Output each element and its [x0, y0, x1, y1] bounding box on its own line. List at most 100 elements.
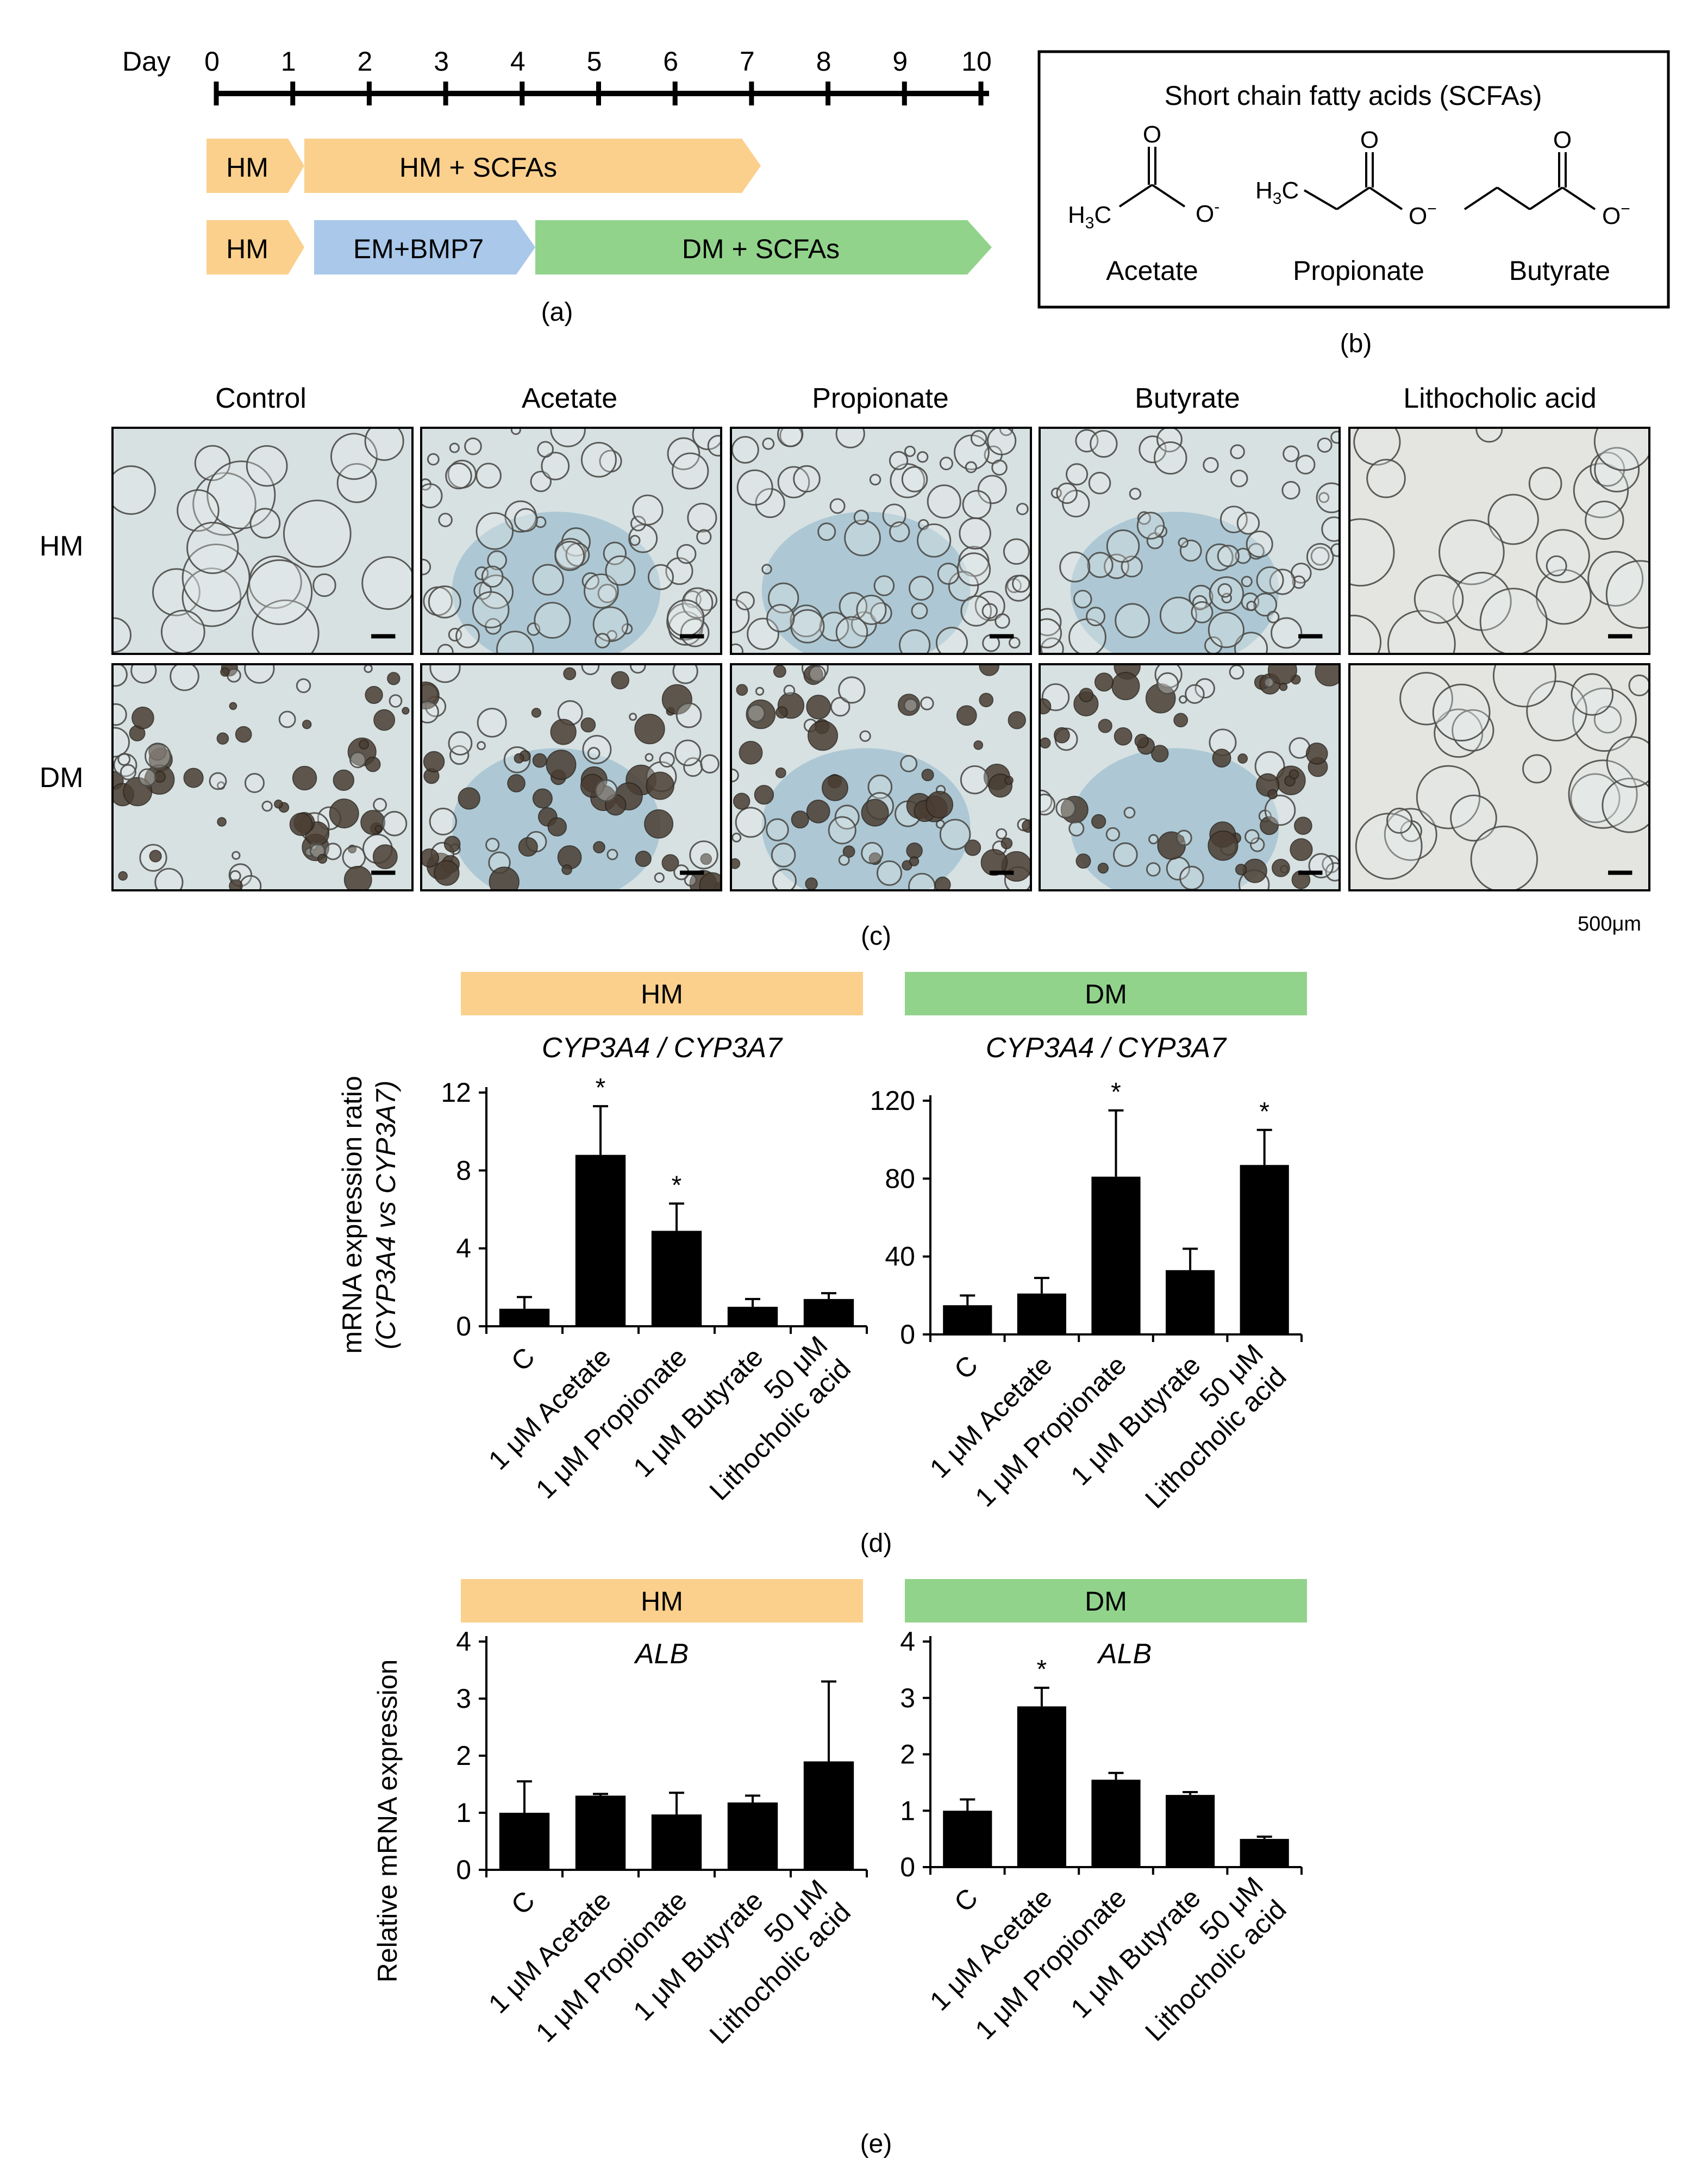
propionate-o-top: O: [1360, 127, 1379, 153]
em-bmp7-label: EM+BMP7: [353, 234, 484, 264]
ylabel-d-line1: mRNA expression ratio: [337, 1076, 367, 1353]
y-tick-label: 4: [456, 1233, 471, 1264]
day-tick-label: 4: [510, 46, 526, 77]
micrograph-tile: [111, 427, 414, 655]
ylabel-d-line2: (CYP3A4 vs CYP3A7): [371, 1081, 401, 1350]
butyrate-o-minus: O−: [1602, 200, 1630, 229]
bar: [499, 1813, 550, 1870]
bar: [1240, 1165, 1289, 1334]
day-tick-label: 7: [740, 46, 755, 77]
y-tick-label: 4: [456, 1626, 471, 1657]
hm-arrow-row1: [207, 139, 304, 193]
acetate-h3c: H3C: [1068, 202, 1111, 232]
day-label: Day: [122, 46, 171, 77]
micrograph-tile: [420, 427, 722, 655]
day-tick-label: 1: [281, 46, 296, 77]
y-tick-label: 120: [870, 1085, 915, 1116]
day-tick-label: 3: [434, 46, 449, 77]
col-label-lithocholic: Lithocholic acid: [1403, 383, 1597, 414]
gene-title-e-hm: ALB: [634, 1638, 689, 1670]
day-tick-label: 6: [663, 46, 678, 77]
bar: [1017, 1706, 1066, 1867]
micrograph-tile: [730, 663, 1032, 891]
y-tick-label: 3: [456, 1683, 471, 1714]
hm-label-row1: HM: [226, 152, 268, 183]
header-hm-d: [461, 972, 863, 1015]
header-hm-d-label: HM: [641, 979, 683, 1009]
significance-star: *: [1259, 1097, 1269, 1126]
day-tick-label: 10: [961, 46, 992, 77]
header-dm-d-label: DM: [1085, 979, 1127, 1009]
y-tick-label: 0: [900, 1319, 915, 1350]
gene-title-e-dm: ALB: [1097, 1638, 1152, 1670]
scale-bar-label: 500μm: [1578, 913, 1641, 935]
acetate-label: Acetate: [1106, 255, 1198, 286]
header-hm-e-label: HM: [641, 1586, 683, 1617]
bar: [727, 1307, 778, 1326]
panel-a-timeline: Day 0 1 2 3 4 5 6 7 8 9 10 HM HM + SCFAs HM EM+BMP…: [122, 46, 992, 327]
micrograph-tile: [730, 427, 1032, 655]
day-tick-label: 8: [816, 46, 831, 77]
bar: [943, 1811, 992, 1867]
col-label-acetate: Acetate: [522, 383, 617, 414]
significance-star: *: [1111, 1078, 1121, 1107]
bar: [651, 1814, 702, 1870]
day-tick-label: 5: [587, 46, 602, 77]
micrograph-tile: [420, 663, 722, 891]
panel-b-structures: Short chain fatty acids (SCFAs) H3C O O-…: [1037, 50, 1670, 358]
y-tick-label: 1: [456, 1798, 471, 1828]
bar: [1166, 1795, 1215, 1867]
row-label-dm: DM: [40, 762, 84, 794]
category-label: C: [948, 1882, 984, 1918]
bar: [1091, 1780, 1141, 1867]
panel-b-box: [1037, 50, 1670, 309]
panel-b-caption: (b): [1340, 329, 1372, 358]
bar: [575, 1155, 626, 1326]
header-hm-e: [461, 1579, 863, 1623]
category-label: C: [505, 1885, 541, 1920]
hm-label-row2: HM: [226, 234, 268, 264]
bar: [1091, 1176, 1141, 1334]
y-tick-label: 80: [885, 1163, 915, 1194]
category-label: C: [505, 1341, 541, 1377]
panel-e-caption: (e): [860, 2130, 892, 2158]
acetate-o-minus: O-: [1196, 198, 1219, 227]
col-label-propionate: Propionate: [812, 383, 949, 414]
bar: [499, 1308, 550, 1326]
y-tick-label: 0: [900, 1852, 915, 1882]
micrograph-tile: [1348, 427, 1650, 655]
butyrate-o-top: O: [1553, 127, 1572, 153]
em-bmp7-arrow: [314, 220, 535, 274]
panel-e: HM DM ALB ALB Relative mRNA expression 0…: [372, 1579, 1307, 2158]
panel-a-caption: (a): [541, 298, 573, 327]
day-tick-label: 0: [204, 46, 220, 77]
ylabel-e: Relative mRNA expression: [372, 1659, 403, 1983]
y-tick-label: 8: [456, 1155, 471, 1185]
panel-c-labels: Control Acetate Propionate Butyrate Lith…: [40, 383, 1641, 951]
day-tick-label: 9: [892, 46, 908, 77]
day-ticks: 0 1 2 3 4 5 6 7 8 9 10: [204, 46, 992, 105]
acetate-structure: [1118, 147, 1186, 208]
y-tick-label: 4: [900, 1626, 915, 1657]
bar: [803, 1299, 854, 1326]
significance-star: *: [672, 1171, 682, 1200]
col-label-butyrate: Butyrate: [1135, 383, 1240, 414]
header-dm-e: [905, 1579, 1307, 1623]
bar: [651, 1231, 702, 1326]
category-label: C: [948, 1350, 984, 1385]
y-tick-label: 1: [900, 1795, 915, 1826]
y-tick-label: 2: [900, 1739, 915, 1770]
y-tick-label: 12: [441, 1077, 471, 1108]
bar: [1017, 1293, 1066, 1334]
y-tick-label: 40: [885, 1241, 915, 1272]
col-label-control: Control: [215, 383, 307, 414]
gene-title-d-dm: CYP3A4 / CYP3A7: [986, 1032, 1227, 1064]
bar: [575, 1795, 626, 1870]
day-tick-label: 2: [357, 46, 372, 77]
propionate-label: Propionate: [1293, 255, 1424, 286]
